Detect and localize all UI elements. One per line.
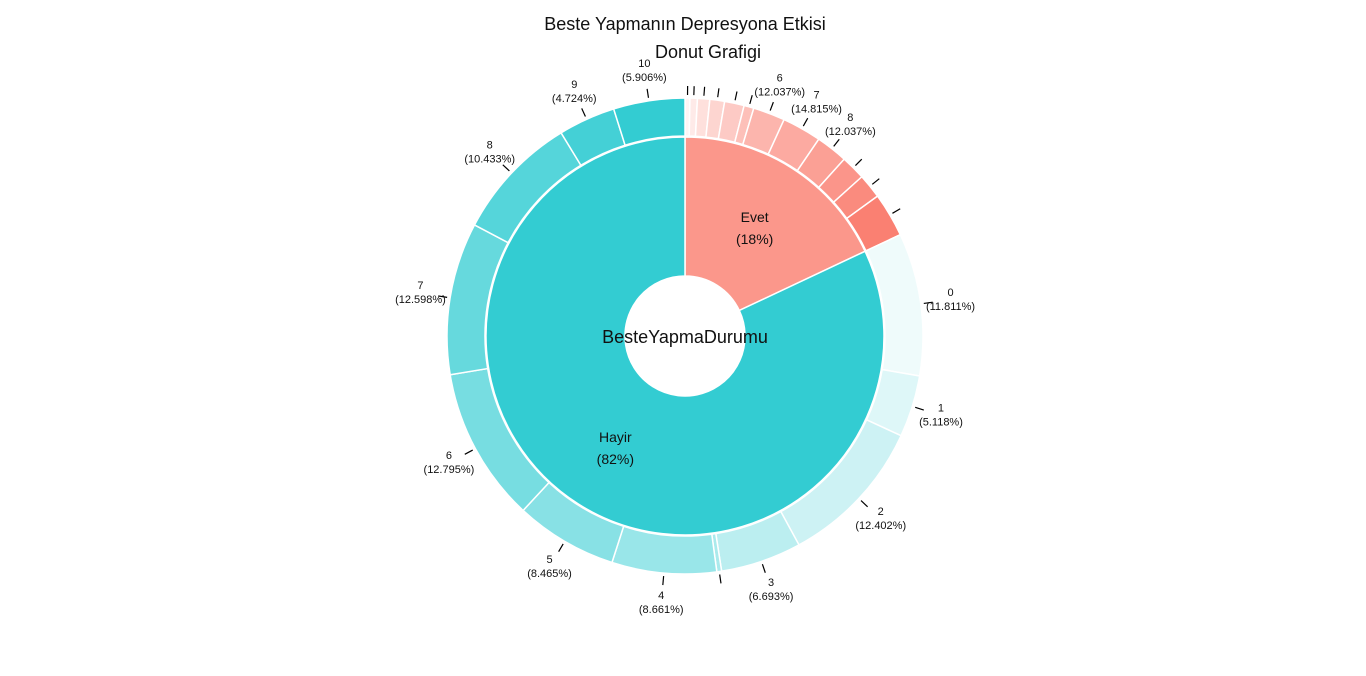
evet-leader-line xyxy=(703,86,706,96)
hayir-outer-percent: (5.906%) xyxy=(622,72,667,84)
hayir-outer-percent: (8.465%) xyxy=(527,568,572,580)
hayir-leader-line xyxy=(719,574,722,584)
hayir-outer-percent: (6.693%) xyxy=(749,591,794,603)
hayir-leader-line xyxy=(860,500,869,508)
hayir-outer-percent: (8.661%) xyxy=(639,604,684,616)
hayir-leader-line xyxy=(464,449,473,455)
slice-labels: Evet (18%) Hayir (82%) 6 (12.037%) 7 (14.815%) 8… xyxy=(395,58,975,616)
hayir-outer-slice xyxy=(612,97,686,147)
hayir-leader-line xyxy=(662,575,665,586)
chart-title: Beste Yapmanın Depresyona Etkisi xyxy=(544,14,826,34)
hayir-outer-percent: (4.724%) xyxy=(552,93,597,105)
evet-outer-percent: (12.037%) xyxy=(754,86,805,98)
evet-leader-line xyxy=(769,101,774,111)
hayir-outer-label: 2 xyxy=(878,506,884,518)
hayir-leader-line xyxy=(502,164,510,172)
hayir-outer-percent: (12.795%) xyxy=(424,464,475,476)
inner-slice-label: Evet xyxy=(741,209,769,225)
hayir-outer-percent: (12.402%) xyxy=(855,520,906,532)
evet-leader-line xyxy=(734,91,738,101)
inner-slice-evet xyxy=(684,136,867,312)
hayir-outer-label: 9 xyxy=(571,79,577,91)
center-label: BesteYapmaDurumu xyxy=(602,327,768,347)
hayir-outer-label: 7 xyxy=(417,280,423,292)
inner-slice-percent: (82%) xyxy=(597,451,634,467)
hayir-outer-label: 4 xyxy=(658,590,664,602)
evet-leader-line xyxy=(717,88,720,98)
evet-leader-line xyxy=(833,138,840,147)
hayir-outer-percent: (11.811%) xyxy=(926,301,975,313)
hayir-outer-label: 8 xyxy=(487,139,493,151)
hayir-outer-percent: (12.598%) xyxy=(395,294,446,306)
evet-outer-percent: (12.037%) xyxy=(825,126,876,138)
inner-slice-label: Hayir xyxy=(599,429,632,445)
outer-ring xyxy=(446,97,924,575)
evet-leader-line xyxy=(854,158,863,167)
hayir-outer-label: 5 xyxy=(546,554,552,566)
evet-leader-line xyxy=(871,178,880,185)
hayir-leader-line xyxy=(438,295,448,298)
evet-outer-label: 6 xyxy=(777,72,783,84)
hayir-outer-percent: (5.118%) xyxy=(919,416,963,428)
hayir-leader-line xyxy=(646,88,650,98)
hayir-outer-percent: (10.433%) xyxy=(464,153,515,165)
evet-outer-percent: (14.815%) xyxy=(791,104,842,116)
evet-outer-label: 8 xyxy=(847,112,853,124)
evet-leader-line xyxy=(892,208,901,214)
hayir-outer-label: 10 xyxy=(638,58,650,70)
hayir-outer-label: 3 xyxy=(768,577,774,589)
hayir-leader-line xyxy=(915,406,924,411)
evet-leader-line xyxy=(749,95,753,105)
hayir-outer-label: 0 xyxy=(947,287,953,299)
hayir-outer-label: 1 xyxy=(938,402,944,414)
chart-subtitle: Donut Grafigi xyxy=(655,42,761,62)
hayir-leader-line xyxy=(558,543,564,553)
evet-leader-line xyxy=(802,117,809,127)
hayir-leader-line xyxy=(761,564,766,573)
inner-slice-hayir xyxy=(485,136,885,536)
inner-slice-percent: (18%) xyxy=(736,231,773,247)
inner-ring xyxy=(485,136,885,536)
hayir-leader-line xyxy=(923,301,933,305)
hayir-outer-label: 6 xyxy=(446,450,452,462)
evet-outer-label: 7 xyxy=(814,90,820,102)
hayir-leader-line xyxy=(581,108,586,117)
